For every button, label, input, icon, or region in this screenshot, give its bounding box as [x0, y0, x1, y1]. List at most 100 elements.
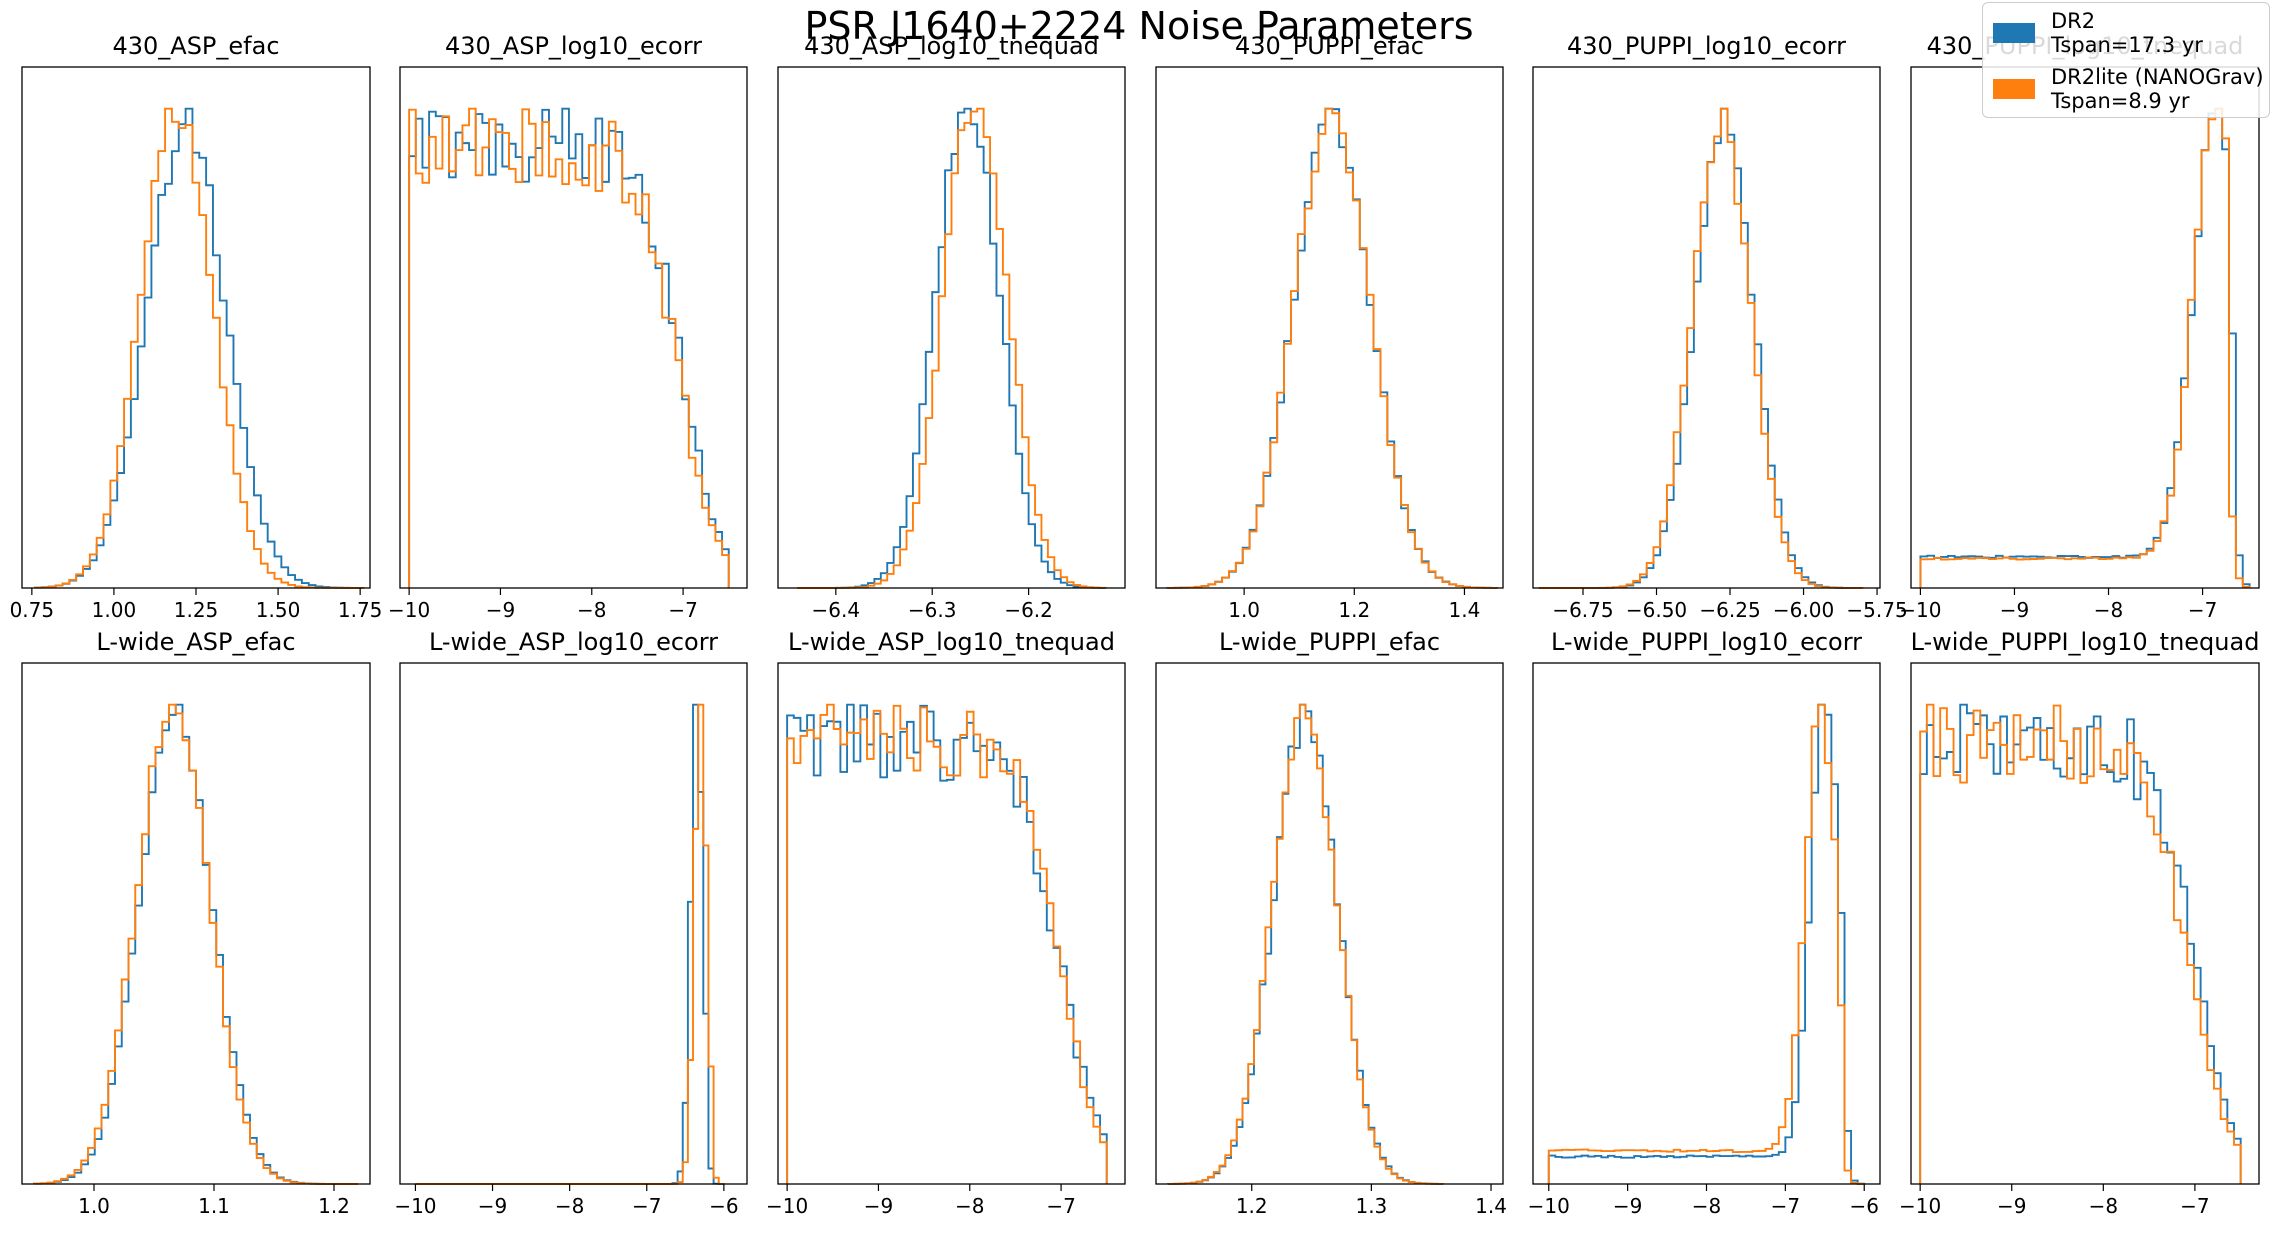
x-tick-label: −8 [2089, 1194, 2118, 1218]
subplot-430_ASP_log10_ecorr: 430_ASP_log10_ecorr −10 −9 −8 −7 [388, 32, 748, 622]
x-tick-label: −6 [709, 1194, 738, 1218]
histogram-DR2 [415, 703, 724, 1185]
x-tick-label: −8 [955, 1194, 984, 1218]
histogram-DR2 [1167, 703, 1445, 1185]
x-tick-label: −7 [1046, 1194, 1075, 1218]
x-tick-label: 0.75 [10, 598, 55, 622]
x-tick-label: −10 [1899, 1194, 1941, 1218]
x-tick-label: −9 [1997, 1194, 2026, 1218]
x-tick-label: −7 [2188, 598, 2217, 622]
x-tick-label: −8 [577, 598, 606, 622]
histogram-DR2lite (NANOGrav) [1166, 107, 1499, 589]
x-tick-label: 1.2 [1236, 1194, 1268, 1218]
legend-line2-dr2lite: Tspan=8.9 yr [2051, 89, 2190, 113]
subplot-title: 430_PUPPI_log10_ecorr [1567, 32, 1846, 60]
axes-frame [1155, 662, 1504, 1185]
histogram-DR2lite (NANOGrav) [1919, 107, 2251, 588]
histogram-DR2lite (NANOGrav) [1167, 703, 1445, 1185]
subplot-title: L-wide_ASP_log10_ecorr [429, 628, 718, 656]
x-tick-label: −7 [1771, 1194, 1800, 1218]
x-tick-label: −9 [1613, 1194, 1642, 1218]
x-tick-label: −6.00 [1773, 598, 1834, 622]
x-tick-label: −7 [632, 1194, 661, 1218]
x-tick-label: −8 [555, 1194, 584, 1218]
histogram-DR2lite (NANOGrav) [797, 107, 1107, 589]
x-tick-label: 1.00 [92, 598, 137, 622]
histogram-DR2lite (NANOGrav) [33, 703, 358, 1185]
histogram-DR2 [1166, 107, 1499, 589]
histogram-DR2lite (NANOGrav) [1547, 703, 1866, 1185]
histogram-DR2lite (NANOGrav) [415, 703, 725, 1185]
subplot-title: 430_PUPPI_efac [1235, 32, 1424, 60]
axes-frame [1532, 662, 1881, 1185]
axes-frame [1155, 66, 1504, 589]
histogram-DR2 [1538, 107, 1864, 589]
x-tick-label: −8 [1692, 1194, 1721, 1218]
subplot-L-wide_PUPPI_log10_ecorr: L-wide_PUPPI_log10_ecorr −10 −9 −8 −7 −6 [1528, 628, 1881, 1218]
subplot-430_ASP_efac: 430_ASP_efac 0.75 1.00 1.25 1.50 1.75 [10, 32, 383, 622]
axes-frame [777, 662, 1126, 1185]
x-tick-label: 1.0 [78, 1194, 110, 1218]
histogram-DR2 [34, 107, 365, 589]
axes-frame [777, 66, 1126, 589]
x-tick-label: −9 [864, 1194, 893, 1218]
axes-frame [1910, 662, 2260, 1185]
x-tick-label: −7 [668, 598, 697, 622]
x-tick-label: −6.3 [908, 598, 957, 622]
legend-label-dr2lite: DR2lite (NANOGrav) Tspan=8.9 yr [2051, 65, 2264, 113]
x-tick-label: −6.25 [1699, 598, 1760, 622]
x-tick-label: −6.2 [1004, 598, 1053, 622]
subplot-L-wide_ASP_log10_ecorr: L-wide_ASP_log10_ecorr −10 −9 −8 −7 −6 [394, 628, 748, 1218]
x-tick-label: −9 [486, 598, 515, 622]
x-tick-label: −10 [766, 1194, 808, 1218]
legend-swatch-dr2lite [1993, 79, 2035, 99]
x-tick-label: 1.25 [174, 598, 219, 622]
x-tick-label: 1.75 [338, 598, 383, 622]
x-tick-label: −6 [1849, 1194, 1878, 1218]
x-tick-label: −10 [388, 598, 430, 622]
legend-line2-dr2: Tspan=17.3 yr [2051, 33, 2203, 57]
legend-line1-dr2lite: DR2lite (NANOGrav) [2051, 65, 2264, 89]
subplot-title: 430_ASP_log10_ecorr [445, 32, 702, 60]
subplot-430_ASP_log10_tnequad: 430_ASP_log10_tnequad −6.4 −6.3 −6.2 [777, 32, 1126, 622]
subplot-title: L-wide_PUPPI_efac [1219, 628, 1440, 656]
histogram-DR2 [1547, 703, 1866, 1185]
x-tick-label: 1.0 [1228, 598, 1260, 622]
axes-frame [1910, 66, 2260, 589]
x-tick-label: −5.75 [1846, 598, 1907, 622]
axes-frame [399, 66, 748, 589]
legend: DR2 Tspan=17.3 yr DR2lite (NANOGrav) Tspan… [1982, 2, 2270, 118]
subplot-430_PUPPI_log10_ecorr: 430_PUPPI_log10_ecorr −6.75 −6.50 −6.25 −6.0… [1532, 32, 1908, 622]
x-tick-label: −6.75 [1552, 598, 1613, 622]
subplot-title: L-wide_PUPPI_log10_ecorr [1551, 628, 1862, 656]
x-tick-label: 1.50 [256, 598, 301, 622]
legend-line1-dr2: DR2 [2051, 9, 2096, 33]
x-tick-label: −6.50 [1626, 598, 1687, 622]
x-tick-label: 1.4 [1449, 598, 1481, 622]
subplot-430_PUPPI_efac: 430_PUPPI_efac 1.0 1.2 1.4 [1155, 32, 1504, 622]
x-tick-label: −7 [2180, 1194, 2209, 1218]
histogram-DR2lite (NANOGrav) [786, 703, 1108, 1184]
axes-frame [399, 662, 748, 1185]
x-tick-label: −8 [2094, 598, 2123, 622]
subplot-L-wide_ASP_efac: L-wide_ASP_efac 1.0 1.1 1.2 [21, 628, 371, 1218]
subplot-title: 430_ASP_efac [112, 32, 279, 60]
x-tick-label: −10 [394, 1194, 436, 1218]
subplot-L-wide_PUPPI_log10_tnequad: L-wide_PUPPI_log10_tnequad −10 −9 −8 −7 [1899, 628, 2260, 1218]
histogram-DR2lite (NANOGrav) [34, 107, 364, 589]
legend-swatch-dr2 [1993, 23, 2035, 43]
x-tick-label: −9 [478, 1194, 507, 1218]
x-tick-label: 1.2 [318, 1194, 350, 1218]
histogram-DR2 [1919, 107, 2251, 588]
legend-label-dr2: DR2 Tspan=17.3 yr [2051, 9, 2203, 57]
axes-frame [21, 66, 371, 589]
x-tick-label: −10 [1899, 598, 1941, 622]
subplot-title: 430_ASP_log10_tnequad [804, 32, 1099, 60]
histogram-DR2lite (NANOGrav) [1538, 107, 1864, 589]
histogram-DR2lite (NANOGrav) [408, 107, 730, 588]
x-tick-label: 1.1 [198, 1194, 230, 1218]
histogram-DR2lite (NANOGrav) [1919, 703, 2242, 1184]
x-tick-label: 1.3 [1355, 1194, 1387, 1218]
